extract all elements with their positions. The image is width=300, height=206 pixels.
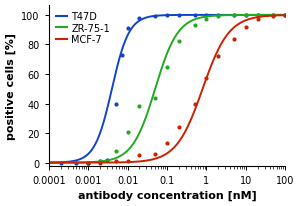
Legend: T47D, ZR-75-1, MCF-7: T47D, ZR-75-1, MCF-7 [54,10,112,47]
Y-axis label: positive cells [%]: positive cells [%] [6,32,16,139]
X-axis label: antibody concentration [nM]: antibody concentration [nM] [78,190,256,200]
